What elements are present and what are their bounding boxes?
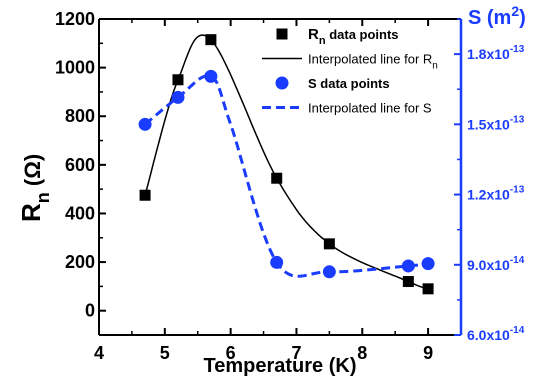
- rn-data-point-4: [323, 238, 335, 250]
- x-tick-label-2: 6: [226, 343, 236, 363]
- x-tick-label-1: 5: [160, 343, 170, 363]
- s-data-point-5: [401, 259, 415, 273]
- y-right-axis-label: S (m2): [468, 3, 526, 29]
- x-tick-label-0: 4: [94, 343, 104, 363]
- s-data-point-3: [270, 255, 284, 269]
- y-left-tick-label-3: 600: [65, 155, 95, 175]
- rn-data-point-6: [422, 283, 434, 295]
- legend-rn-marker: [276, 28, 288, 40]
- y-left-tick-label-1: 200: [65, 252, 95, 272]
- rn-data-point-3: [271, 172, 283, 184]
- x-axis-label: Temperature (K): [204, 355, 357, 377]
- s-data-point-6: [421, 257, 435, 271]
- legend-rn-line-label: Interpolated line for Rn: [308, 52, 438, 72]
- legend-s-points-label: S data points: [308, 76, 390, 91]
- y-right-tick-label-4: 1.8x10-13: [467, 44, 525, 62]
- y-left-tick-label-6: 1200: [55, 9, 95, 29]
- x-tick-label-5: 9: [423, 343, 433, 363]
- s-data-point-4: [322, 265, 336, 279]
- y-right-tick-label-1: 9.0x10-14: [467, 255, 525, 273]
- y-left-tick-label-2: 400: [65, 203, 95, 223]
- x-tick-label-4: 8: [357, 343, 367, 363]
- plot-frame: [98, 18, 463, 336]
- y-left-tick-label-5: 1000: [55, 58, 95, 78]
- rn-interpolated-line: [144, 34, 429, 290]
- rn-data-point-2: [205, 34, 217, 46]
- markers: [138, 34, 435, 295]
- rn-data-point-5: [402, 276, 414, 288]
- ticks: 4 5 6 7 8 9 0 200 400 600 800 1000 1200 6.0x10-14 9.0x…: [55, 9, 525, 363]
- y-left-axis-label: Rn (Ω): [16, 154, 53, 222]
- legend: Rn data points Interpolated line for Rn S …: [262, 26, 438, 116]
- y-right-tick-label-2: 1.2x10-13: [467, 185, 525, 203]
- y-left-tick-label-0: 0: [85, 301, 95, 321]
- curves: [144, 34, 429, 290]
- y-right-tick-label-0: 6.0x10-14: [467, 325, 525, 343]
- rn-data-point-0: [139, 189, 151, 201]
- axis-labels: Temperature (K) Rn (Ω) S (m2): [16, 3, 526, 377]
- x-tick-label-3: 7: [291, 343, 301, 363]
- rn-data-point-1: [172, 74, 184, 86]
- legend-rn-points-label: Rn data points: [308, 26, 399, 47]
- s-data-point-0: [138, 117, 152, 131]
- y-right-tick-label-3: 1.5x10-13: [467, 114, 525, 132]
- s-data-point-2: [204, 69, 218, 83]
- y-left-tick-label-4: 800: [65, 106, 95, 126]
- s-data-point-1: [171, 90, 185, 104]
- legend-s-line-label: Interpolated line for S: [308, 101, 432, 116]
- legend-s-marker: [275, 76, 289, 90]
- s-interpolated-line: [144, 74, 429, 278]
